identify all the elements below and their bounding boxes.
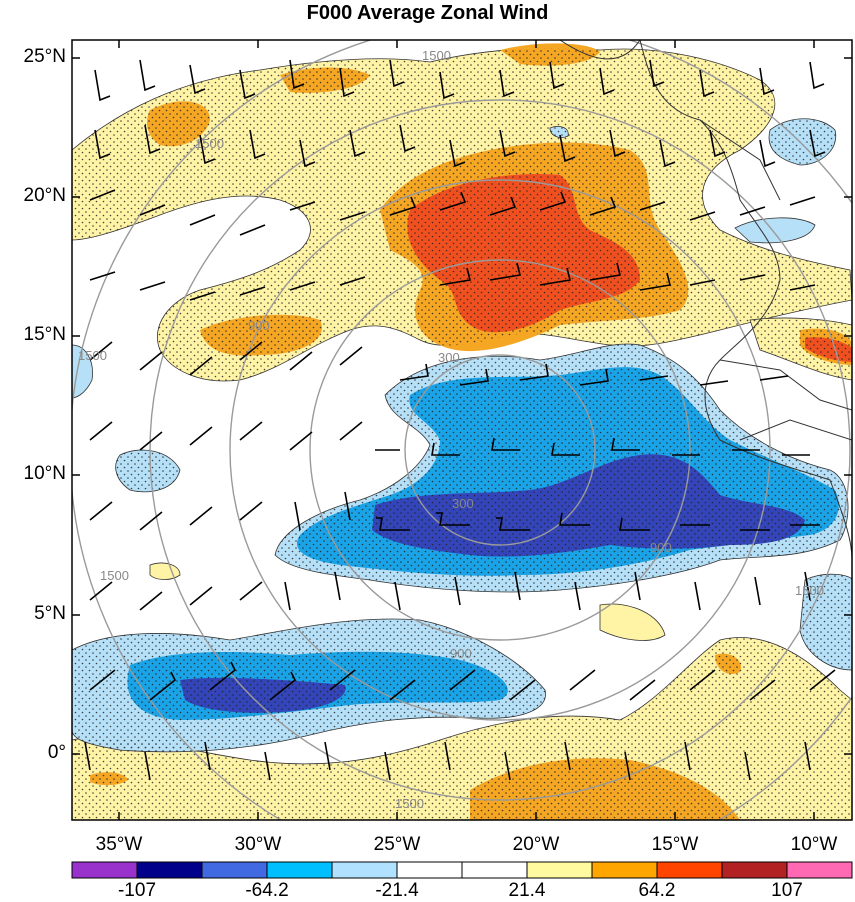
ring-label: 900: [248, 318, 270, 333]
colorbar-swatch: [721, 861, 788, 879]
colorbar-swatch: [786, 861, 853, 879]
lon-label: 35°W: [95, 834, 143, 855]
significance-stippling: [72, 48, 852, 820]
colorbar-label: 64.2: [638, 880, 676, 901]
lat-label: 5°N: [34, 603, 66, 624]
lat-label: 15°N: [23, 324, 66, 345]
lon-label: 30°W: [234, 834, 282, 855]
colorbar-label: -107: [117, 880, 157, 901]
ring-label: 300: [452, 496, 474, 511]
colorbar-swatch: [331, 861, 398, 879]
lon-label: 10°W: [790, 834, 838, 855]
lat-label: 20°N: [23, 185, 66, 206]
colorbar-swatch: [396, 861, 463, 879]
colorbar-swatch: [526, 861, 593, 879]
colorbar-swatch: [71, 861, 138, 879]
colorbar-swatch: [656, 861, 723, 879]
ring-label: 1500: [100, 568, 129, 583]
lat-label: 10°N: [23, 463, 66, 484]
ring-label: 300: [438, 350, 460, 365]
colorbar-swatch: [591, 861, 658, 879]
colorbar-label: 21.4: [508, 880, 546, 901]
ring-label: 900: [650, 540, 672, 555]
range-ring-labels: 300 300 900 900 900 1500 1500 1500 1500 …: [78, 48, 824, 811]
colorbar: [71, 861, 853, 879]
lon-label: 20°W: [512, 834, 560, 855]
lat-label: 25°N: [23, 46, 66, 67]
ring-label: 900: [450, 646, 472, 661]
axis-ticks: [72, 40, 852, 820]
range-rings: [72, 40, 852, 820]
ring-label: 1500: [422, 48, 451, 63]
wind-barbs: [84, 59, 836, 781]
plot-frame: [71, 39, 853, 821]
colorbar-label: -21.4: [375, 880, 419, 901]
ring-label: 1500: [195, 136, 224, 151]
lat-label: 0°: [47, 742, 66, 763]
colorbar-label: 107: [771, 880, 803, 901]
colorbar-swatch: [136, 861, 203, 879]
colorbar-swatch: [266, 861, 333, 879]
map-title: F000 Average Zonal Wind: [306, 2, 549, 24]
colorbar-label: -64.2: [245, 880, 289, 901]
ring-label: 1500: [795, 583, 824, 598]
colorbar-swatch: [201, 861, 268, 879]
ring-label: 1500: [78, 348, 107, 363]
lon-label: 25°W: [373, 834, 421, 855]
ring-label: 1500: [395, 796, 424, 811]
lon-label: 15°W: [651, 834, 699, 855]
coastline: [559, 40, 852, 561]
colorbar-swatch: [461, 861, 528, 879]
